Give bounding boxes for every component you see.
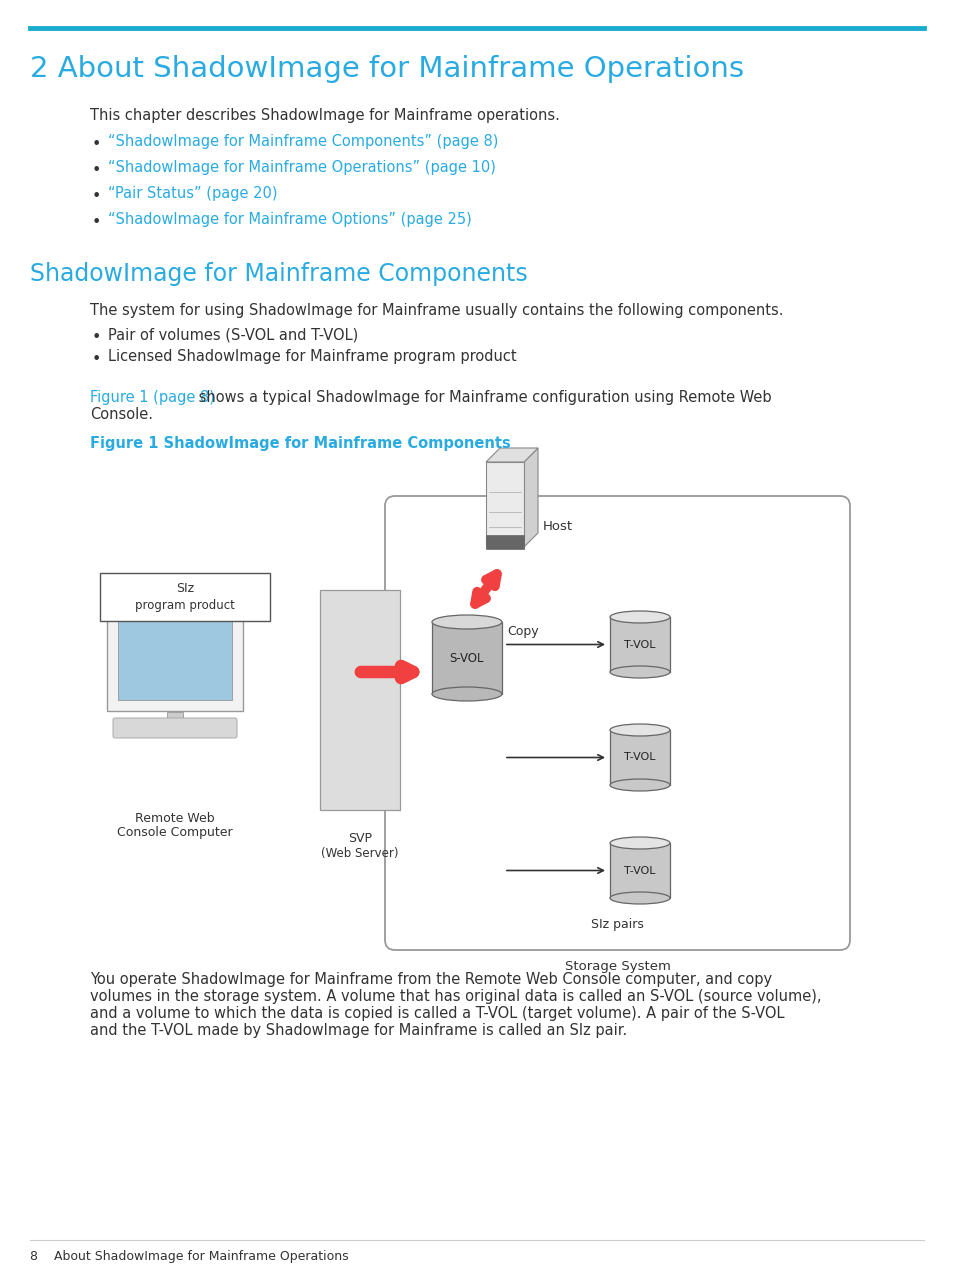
Text: Storage System: Storage System — [564, 960, 670, 974]
Text: Copy: Copy — [506, 625, 538, 638]
Text: T-VOL: T-VOL — [623, 752, 655, 763]
FancyBboxPatch shape — [107, 587, 243, 710]
Ellipse shape — [609, 779, 669, 791]
Text: T-VOL: T-VOL — [623, 639, 655, 649]
Bar — [609, 730, 669, 785]
Text: (Web Server): (Web Server) — [321, 846, 398, 860]
Text: •: • — [91, 163, 101, 178]
Text: SIz pairs: SIz pairs — [591, 918, 643, 930]
Text: and a volume to which the data is copied is called a T-VOL (target volume). A pa: and a volume to which the data is copied… — [90, 1007, 783, 1021]
Ellipse shape — [609, 724, 669, 736]
Ellipse shape — [609, 611, 669, 623]
Text: Console Computer: Console Computer — [117, 826, 233, 839]
Ellipse shape — [432, 688, 501, 702]
Bar — [100, 573, 270, 622]
Ellipse shape — [609, 838, 669, 849]
Text: program product: program product — [135, 599, 234, 611]
Text: shows a typical ShadowImage for Mainframe configuration using Remote Web: shows a typical ShadowImage for Mainfram… — [193, 390, 771, 405]
Text: Console.: Console. — [90, 407, 152, 422]
FancyBboxPatch shape — [112, 718, 236, 738]
Text: SVP: SVP — [348, 833, 372, 845]
Text: volumes in the storage system. A volume that has original data is called an S-VO: volumes in the storage system. A volume … — [90, 989, 821, 1004]
Bar — [485, 535, 523, 549]
Polygon shape — [485, 447, 537, 461]
Text: Figure 1 (page 8): Figure 1 (page 8) — [90, 390, 214, 405]
Text: •: • — [91, 352, 101, 367]
Ellipse shape — [609, 666, 669, 677]
Bar — [485, 461, 523, 547]
Text: “ShadowImage for Mainframe Options” (page 25): “ShadowImage for Mainframe Options” (pag… — [108, 212, 471, 228]
Text: •: • — [91, 330, 101, 344]
Bar — [319, 590, 399, 810]
Text: ShadowImage for Mainframe Components: ShadowImage for Mainframe Components — [30, 262, 527, 286]
Text: •: • — [91, 137, 101, 153]
Text: You operate ShadowImage for Mainframe from the Remote Web Console computer, and : You operate ShadowImage for Mainframe fr… — [90, 972, 771, 988]
Ellipse shape — [609, 892, 669, 904]
Text: Host: Host — [542, 521, 573, 534]
Bar — [167, 712, 183, 726]
Text: •: • — [91, 215, 101, 230]
Text: “ShadowImage for Mainframe Components” (page 8): “ShadowImage for Mainframe Components” (… — [108, 133, 497, 149]
Text: T-VOL: T-VOL — [623, 866, 655, 876]
Text: 8    About ShadowImage for Mainframe Operations: 8 About ShadowImage for Mainframe Operat… — [30, 1249, 348, 1263]
Polygon shape — [523, 447, 537, 547]
Bar — [609, 843, 669, 899]
Bar — [432, 622, 501, 694]
Text: •: • — [91, 189, 101, 205]
Text: Figure 1 ShadowImage for Mainframe Components: Figure 1 ShadowImage for Mainframe Compo… — [90, 436, 510, 451]
Bar — [609, 616, 669, 672]
Text: “ShadowImage for Mainframe Operations” (page 10): “ShadowImage for Mainframe Operations” (… — [108, 160, 496, 175]
Text: The system for using ShadowImage for Mainframe usually contains the following co: The system for using ShadowImage for Mai… — [90, 302, 782, 318]
FancyBboxPatch shape — [385, 496, 849, 949]
Text: Licensed ShadowImage for Mainframe program product: Licensed ShadowImage for Mainframe progr… — [108, 350, 517, 364]
Text: 2 About ShadowImage for Mainframe Operations: 2 About ShadowImage for Mainframe Operat… — [30, 55, 743, 83]
Text: “Pair Status” (page 20): “Pair Status” (page 20) — [108, 186, 277, 201]
Text: and the T-VOL made by ShadowImage for Mainframe is called an SIz pair.: and the T-VOL made by ShadowImage for Ma… — [90, 1023, 626, 1038]
Ellipse shape — [432, 615, 501, 629]
Text: Pair of volumes (S-VOL and T-VOL): Pair of volumes (S-VOL and T-VOL) — [108, 327, 358, 342]
Text: Remote Web: Remote Web — [135, 812, 214, 825]
Text: SIz: SIz — [175, 582, 193, 596]
Text: This chapter describes ShadowImage for Mainframe operations.: This chapter describes ShadowImage for M… — [90, 108, 559, 123]
Text: S-VOL: S-VOL — [449, 652, 484, 665]
Bar — [118, 602, 232, 700]
